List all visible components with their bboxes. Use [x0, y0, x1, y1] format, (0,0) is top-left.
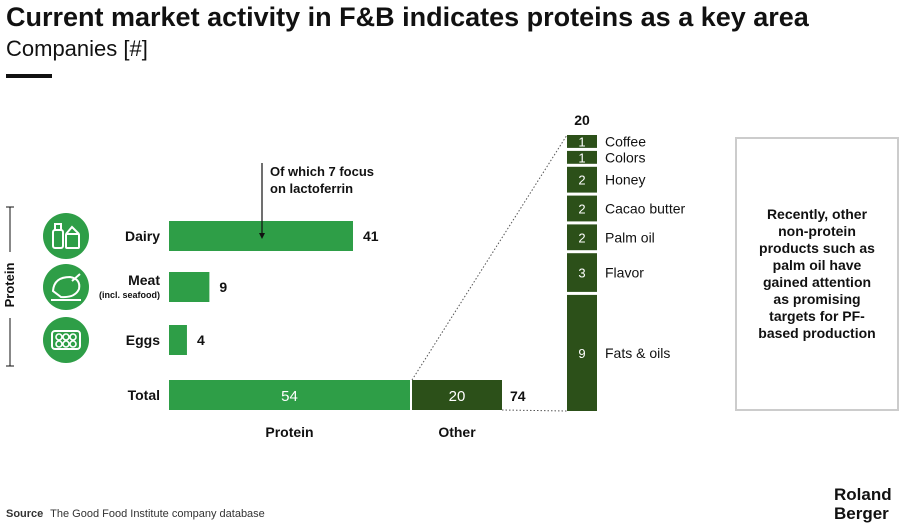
breakdown-segment [567, 224, 597, 251]
breakdown-total-label: 20 [574, 112, 590, 128]
category-label: Eggs [126, 332, 160, 348]
category-label: Dairy [125, 228, 160, 244]
breakdown-segment-label: Fats & oils [605, 345, 670, 361]
breakdown-segment-label: Colors [605, 149, 645, 165]
breakdown-segment-label: Honey [605, 172, 645, 188]
category-bar [169, 325, 187, 355]
total-protein-bar [169, 380, 410, 410]
source-text: The Good Food Institute company database [50, 508, 265, 520]
breakdown-segment-value: 2 [578, 202, 585, 217]
category-label: Meat [128, 272, 160, 288]
logo-line-2: Berger [834, 504, 889, 523]
annotation-line-1: Of which 7 focus [270, 164, 374, 179]
chart: Protein Dairy 41 Meat (incl. seafood) 9 Eggs 4 O… [2, 112, 685, 440]
total-label: Total [128, 387, 160, 403]
breakdown-segment-value: 3 [578, 266, 585, 281]
category-value-label: 41 [363, 228, 379, 244]
category-value-label: 9 [219, 279, 227, 295]
breakdown-segment [567, 135, 597, 148]
connector-line-bottom [501, 409, 568, 412]
page-title: Current market activity in F&B indicates… [6, 2, 809, 32]
source-line: Source The Good Food Institute company d… [6, 508, 265, 520]
source-label: Source [6, 508, 44, 520]
breakdown-segment [567, 166, 597, 193]
connector-line-top [411, 134, 568, 381]
note-box: Recently, other non-protein products suc… [735, 137, 899, 411]
breakdown-segment [567, 253, 597, 292]
total-other-bar [412, 380, 502, 410]
category-sublabel: (incl. seafood) [99, 290, 160, 300]
category-bar [169, 272, 210, 302]
breakdown-segment-value: 2 [578, 173, 585, 188]
category-icon-circle [43, 264, 89, 310]
brand-logo: Roland Berger [834, 485, 892, 523]
annotation-line-2: on lactoferrin [270, 181, 353, 196]
breakdown-segment-value: 2 [578, 230, 585, 245]
title-underline [6, 74, 52, 78]
breakdown-segment [567, 195, 597, 222]
page-subtitle: Companies [#] [6, 36, 148, 61]
category-value-label: 4 [197, 332, 205, 348]
total-protein-value: 54 [281, 388, 298, 405]
total-sum-label: 74 [510, 388, 526, 404]
breakdown-segment [567, 150, 597, 164]
breakdown-segment [567, 294, 597, 411]
breakdown-segment-value: 1 [578, 134, 585, 149]
breakdown-segment-label: Flavor [605, 265, 644, 281]
breakdown-segment-label: Cacao butter [605, 201, 685, 217]
x-label-protein: Protein [265, 424, 313, 440]
logo-line-1: Roland [834, 485, 892, 504]
protein-group-label: Protein [2, 263, 17, 308]
breakdown-segment-label: Palm oil [605, 229, 655, 245]
total-other-value: 20 [449, 388, 466, 405]
x-label-other: Other [438, 424, 476, 440]
breakdown-segment-value: 1 [578, 150, 585, 165]
breakdown-segment-label: Coffee [605, 133, 646, 149]
breakdown-segment-value: 9 [578, 346, 585, 361]
annotation-arrowhead [259, 233, 265, 239]
